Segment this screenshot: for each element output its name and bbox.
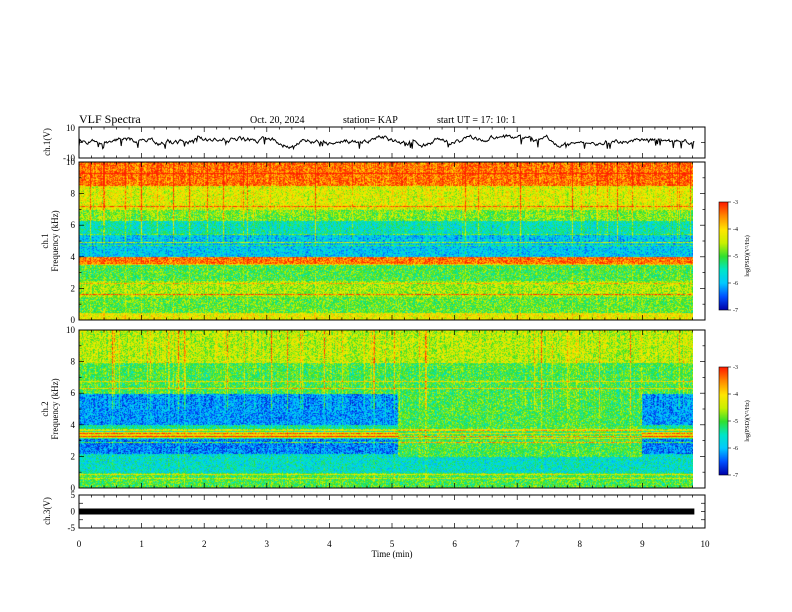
time-axis-tick-2: 2 [202, 539, 207, 549]
ch1-ytick-label-2: 2 [71, 283, 76, 293]
ch2-spectrogram-image [79, 330, 693, 488]
ch1-ytick-bottom: -10 [63, 153, 75, 163]
time-axis-tick-0: 0 [77, 539, 82, 549]
ch2-ytick-label-2: 2 [71, 451, 76, 461]
ch1-colorbar-tick-label: -6 [733, 281, 738, 287]
time-axis-tick-6: 6 [452, 539, 457, 549]
ch1-colorbar-tick-label: -5 [733, 254, 738, 260]
ch1-waveform-ylabel: ch.1(V) [42, 128, 52, 156]
ch2-ytick-label-8: 8 [71, 357, 76, 367]
ch1-ytick-label-8: 8 [71, 189, 76, 199]
date-label: Oct. 20, 2024 [250, 115, 304, 126]
ch1-colorbar-image [719, 202, 728, 310]
time-axis-tick-10: 10 [701, 539, 711, 549]
ch3-ytick-label-5: 5 [71, 490, 76, 500]
ch1-ytick-label-10: 10 [66, 157, 76, 167]
ch1-ytick-top: 10 [66, 123, 76, 133]
ch1-colorbar-tick-label: -4 [733, 227, 738, 233]
ch2-ytick-label-4: 4 [71, 420, 76, 430]
time-axis-tick-1: 1 [139, 539, 144, 549]
ch2-spectrogram-ylabel-frequency: Frequency (kHz) [50, 378, 60, 439]
ch1-spectrogram-ylabel-channel: ch.1 [40, 233, 50, 248]
ch1-trace-line [78, 133, 695, 151]
ch2-colorbar-tick-label: -7 [733, 473, 738, 479]
ch3-waveform-yticks: 5 0 -5 [68, 490, 705, 533]
time-axis-tick-labels: 0 1 2 3 4 5 6 7 8 9 10 [77, 539, 710, 549]
ch1-spectrogram-ticks [78, 162, 706, 320]
ch1-ytick-label-4: 4 [71, 252, 76, 262]
ch1-waveform-ticks [78, 126, 706, 159]
ch3-waveform-ylabel: ch.3(V) [42, 497, 52, 525]
ch2-colorbar-label: log(PSD)(V²/Hz) [744, 400, 751, 441]
ch1-spectrogram-ylabel-frequency: Frequency (kHz) [50, 210, 60, 271]
ch2-colorbar-ticks: -3 -4 -5 -6 -7 [728, 365, 738, 479]
time-axis-tick-8: 8 [578, 539, 583, 549]
time-axis-tick-9: 9 [640, 539, 645, 549]
time-axis-label: Time (min) [372, 549, 413, 559]
ch3-ytick-label-0: 0 [71, 507, 76, 517]
figure-title: VLF Spectra [79, 112, 141, 126]
ch1-colorbar-ticks: -3 -4 -5 -6 -7 [728, 200, 738, 314]
ch1-spectrogram-yticks: 0 2 4 6 8 10 [66, 157, 705, 325]
time-axis-tick-7: 7 [515, 539, 520, 549]
ch2-colorbar-tick-label: -3 [733, 365, 738, 371]
ch1-ytick-label-0: 0 [71, 315, 76, 325]
ch1-colorbar-label: log(PSD)(V²/Hz) [744, 235, 751, 276]
ch1-spectrogram-image [79, 162, 693, 320]
ch2-ytick-label-10: 10 [66, 325, 76, 335]
time-axis-tick-3: 3 [265, 539, 270, 549]
ch2-spectrogram-ticks [78, 330, 706, 488]
ch1-ytick-label-6: 6 [71, 220, 76, 230]
ch2-spectrogram-yticks: 0 2 4 6 8 10 [66, 325, 705, 493]
station-label: station= KAP [343, 115, 398, 126]
ch3-waveform-panel: 50-5 ch.3(V) 0 1 2 3 4 5 6 7 8 9 10 Time (min) [42, 490, 710, 559]
ch2-colorbar-tick-label: -4 [733, 392, 738, 398]
ch2-colorbar-tick-label: -6 [733, 446, 738, 452]
ch3-waveform-ticks [78, 495, 706, 528]
ch1-waveform-panel: 10 -10 ch.1(V) [42, 123, 706, 163]
ch1-colorbar-tick-label: -3 [733, 200, 738, 206]
start-time-label: start UT = 17: 10: 1 [437, 115, 516, 126]
time-axis-tick-5: 5 [390, 539, 395, 549]
ch3-trace-line [79, 508, 695, 515]
ch2-spectrogram-ylabel-channel: ch.2 [40, 401, 50, 416]
ch1-colorbar-tick-label: -7 [733, 308, 738, 314]
ch2-ytick-label-6: 6 [71, 388, 76, 398]
ch3-ytick-label--5: -5 [68, 523, 76, 533]
ch2-ytick-label-0: 0 [71, 483, 76, 493]
time-axis-tick-4: 4 [327, 539, 332, 549]
ch2-colorbar-image [719, 367, 728, 475]
ch2-colorbar-tick-label: -5 [733, 419, 738, 425]
